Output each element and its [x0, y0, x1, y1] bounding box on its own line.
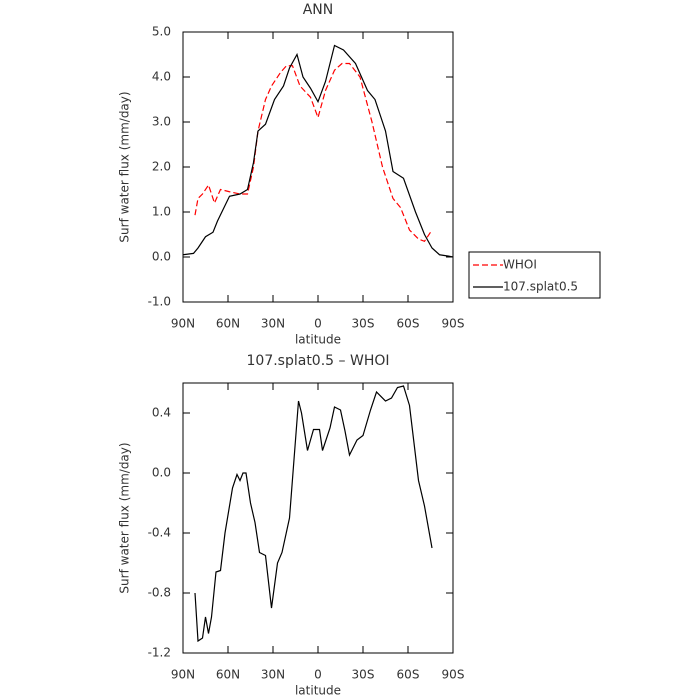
y-tick-label: 1.0 [152, 205, 171, 219]
x-tick-label: 30S [352, 668, 375, 682]
x-tick-label: 0 [314, 317, 322, 331]
y-tick-label: 0.4 [152, 406, 171, 420]
x-tick-label: 90S [442, 317, 465, 331]
y-tick-label: -0.8 [148, 586, 171, 600]
x-axis-label: latitude [295, 684, 341, 698]
chart-title: ANN [303, 2, 334, 18]
y-axis-label: Surf water flux (mm/day) [118, 91, 132, 242]
x-axis-label: latitude [295, 333, 341, 347]
x-tick-label: 30N [261, 668, 285, 682]
x-tick-label: 90N [171, 668, 195, 682]
y-tick-label: -1.2 [148, 646, 171, 660]
y-tick-label: 2.0 [152, 160, 171, 174]
x-tick-label: 30S [352, 317, 375, 331]
legend-label: WHOI [503, 258, 537, 272]
y-tick-label: 4.0 [152, 70, 171, 84]
y-tick-label: 0.0 [152, 250, 171, 264]
x-tick-label: 60N [216, 317, 240, 331]
x-tick-label: 60S [397, 317, 420, 331]
y-tick-label: -0.4 [148, 526, 171, 540]
x-tick-label: 30N [261, 317, 285, 331]
y-tick-label: 0.0 [152, 466, 171, 480]
y-tick-label: 3.0 [152, 115, 171, 129]
x-tick-label: 90N [171, 317, 195, 331]
x-tick-label: 60S [397, 668, 420, 682]
y-tick-label: 5.0 [152, 25, 171, 39]
legend-label: 107.splat0.5 [503, 280, 578, 294]
plot-frame [182, 31, 454, 303]
x-tick-label: 0 [314, 668, 322, 682]
data-line [194, 62, 433, 242]
y-axis-label: Surf water flux (mm/day) [118, 442, 132, 593]
plot-frame [182, 382, 454, 654]
x-tick-label: 90S [442, 668, 465, 682]
data-line [182, 44, 454, 258]
legend-box [468, 251, 601, 299]
chart-title: 107.splat0.5 – WHOI [247, 353, 390, 369]
x-tick-label: 60N [216, 668, 240, 682]
y-tick-label: -1.0 [148, 295, 171, 309]
data-line [194, 385, 433, 643]
